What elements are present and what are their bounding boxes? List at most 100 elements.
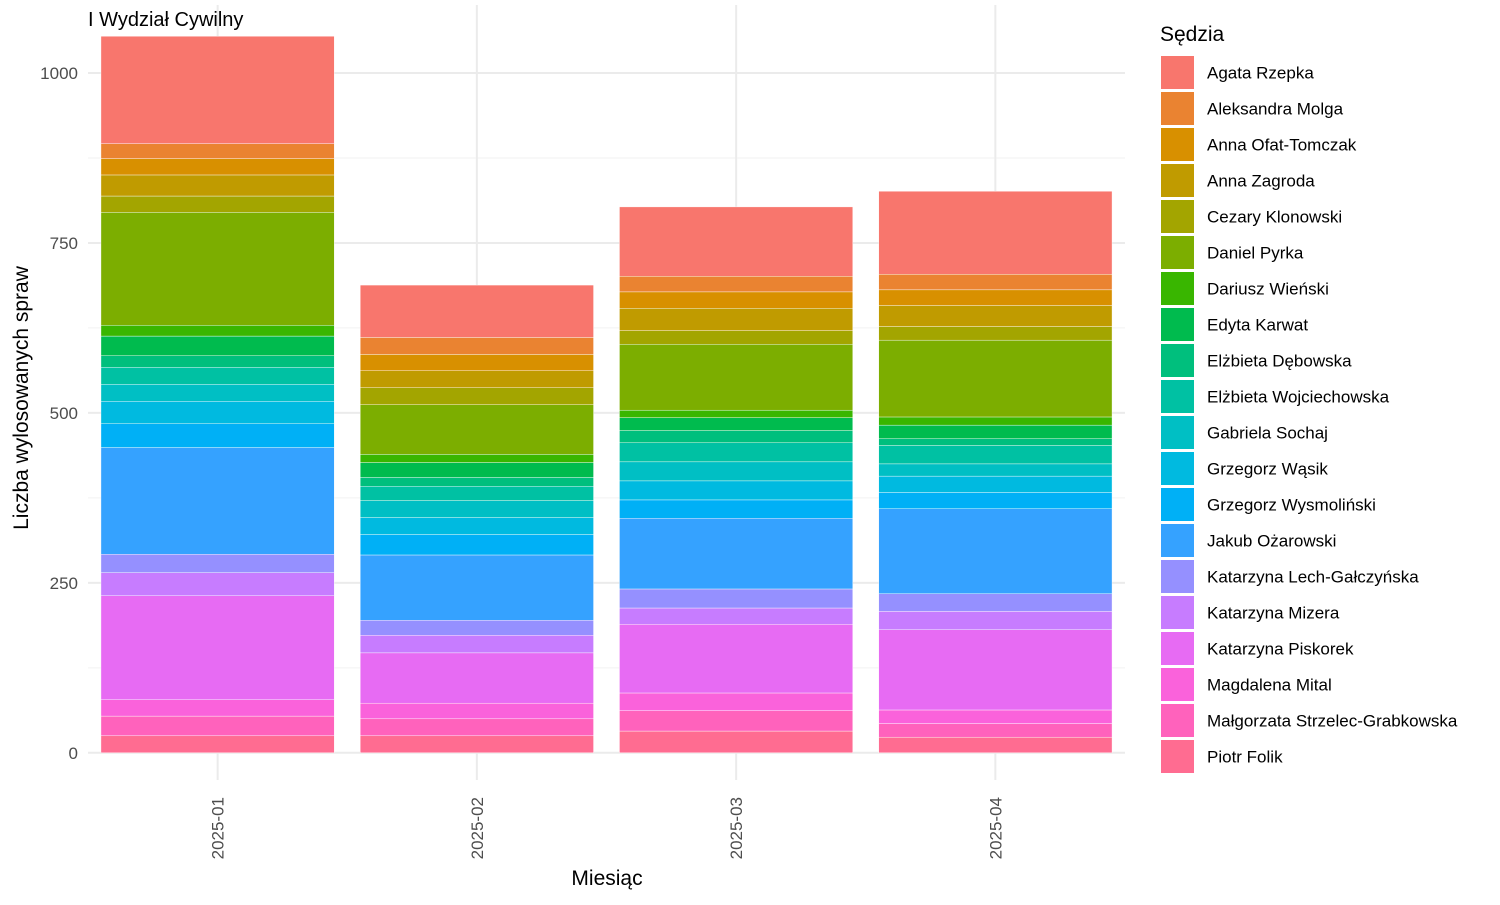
bar-segment xyxy=(360,718,594,737)
bar-segment xyxy=(878,274,1113,291)
bar-segment xyxy=(360,486,594,501)
bar-segment xyxy=(100,174,335,197)
bar-segment xyxy=(619,461,853,482)
bar-segment xyxy=(878,593,1113,612)
y-axis-ticks: 0 250 500 750 1000 xyxy=(40,64,78,763)
bar-segment xyxy=(100,355,335,368)
bar-segment xyxy=(100,735,335,754)
legend-key xyxy=(1161,632,1194,665)
legend-label: Piotr Folik xyxy=(1207,748,1283,767)
legend-key xyxy=(1161,164,1194,197)
bar-segment xyxy=(619,730,853,754)
legend-key xyxy=(1161,128,1194,161)
legend-key xyxy=(1161,380,1194,413)
legend-key xyxy=(1161,704,1194,737)
bar-segment xyxy=(360,554,594,621)
bar-segment xyxy=(619,607,853,625)
legend-label: Aleksandra Molga xyxy=(1207,100,1344,119)
bar-segment xyxy=(360,652,594,704)
legend-label: Grzegorz Wąsik xyxy=(1207,460,1328,479)
legend-label: Elżbieta Dębowska xyxy=(1207,352,1352,371)
bar-segment xyxy=(619,206,853,277)
bar-segment xyxy=(619,330,853,345)
legend-key xyxy=(1161,524,1194,557)
x-tick-label: 2025-01 xyxy=(209,797,228,859)
bar-segment xyxy=(360,354,594,371)
bars xyxy=(100,36,1113,754)
legend-key xyxy=(1161,488,1194,521)
bar-segment xyxy=(100,595,335,700)
legend-label: Magdalena Mital xyxy=(1207,676,1332,695)
legend-key xyxy=(1161,596,1194,629)
bar-segment xyxy=(619,480,853,501)
y-tick-label: 250 xyxy=(50,574,78,593)
chart-title: I Wydział Cywilny xyxy=(88,9,243,31)
bar-segment xyxy=(619,417,853,431)
bar-segment xyxy=(100,554,335,573)
bar-segment xyxy=(878,736,1113,754)
bar-segment xyxy=(878,438,1113,446)
bar-segment xyxy=(360,337,594,355)
y-tick-label: 500 xyxy=(50,404,78,423)
legend-label: Małgorzata Strzelec-Grabkowska xyxy=(1207,712,1458,731)
bar-segment xyxy=(360,620,594,636)
legend-key xyxy=(1161,308,1194,341)
x-tick-label: 2025-03 xyxy=(727,797,746,859)
legend-label: Gabriela Sochaj xyxy=(1207,424,1328,443)
bar-segment xyxy=(100,367,335,385)
legend-label: Katarzyna Lech-Gałczyńska xyxy=(1207,568,1419,587)
x-axis-label: Miesiąc xyxy=(571,867,642,890)
bar-segment xyxy=(100,715,335,737)
legend-label: Daniel Pyrka xyxy=(1207,244,1304,263)
bar-segment xyxy=(360,404,594,455)
bar-segment xyxy=(100,195,335,213)
bar-segment xyxy=(360,500,594,518)
legend-key xyxy=(1161,560,1194,593)
bar-segment xyxy=(360,284,594,338)
legend-key xyxy=(1161,236,1194,269)
bar-segment xyxy=(878,463,1113,477)
bar-segment xyxy=(619,692,853,711)
y-axis-label: Liczba wylosowanych spraw xyxy=(10,265,33,530)
bar-segment xyxy=(878,289,1113,306)
legend-key xyxy=(1161,452,1194,485)
legend-key xyxy=(1161,416,1194,449)
bar-segment xyxy=(878,445,1113,465)
bar-segment xyxy=(878,629,1113,711)
bar-segment xyxy=(878,424,1113,439)
bar-segment xyxy=(100,36,335,144)
legend-label: Dariusz Wieński xyxy=(1207,280,1329,299)
legend-key xyxy=(1161,272,1194,305)
bar-segment xyxy=(100,212,335,326)
bar-segment xyxy=(100,447,335,555)
bar-segment xyxy=(619,710,853,732)
legend-key xyxy=(1161,56,1194,89)
legend-label: Edyta Karwat xyxy=(1207,316,1308,335)
bar-segment xyxy=(100,401,335,424)
bar-segment xyxy=(360,634,594,654)
legend-label: Katarzyna Mizera xyxy=(1207,604,1340,623)
bar-segment xyxy=(878,416,1113,426)
bar-segment xyxy=(878,508,1113,594)
bar-segment xyxy=(360,534,594,556)
x-tick-label: 2025-02 xyxy=(468,797,487,859)
legend-key xyxy=(1161,668,1194,701)
legend-title: Sędzia xyxy=(1160,23,1225,46)
bar-segment xyxy=(100,158,335,176)
bar-segment xyxy=(878,339,1113,418)
legend-label: Agata Rzepka xyxy=(1207,64,1314,83)
bar-segment xyxy=(619,430,853,444)
legend-label: Grzegorz Wysmoliński xyxy=(1207,496,1376,515)
bar-segment xyxy=(878,191,1113,275)
bar-segment xyxy=(360,387,594,405)
x-axis-ticks: 2025-01 2025-02 2025-03 2025-04 xyxy=(209,797,1006,859)
bar-segment xyxy=(878,492,1113,509)
bar-segment xyxy=(878,475,1113,493)
bar-segment xyxy=(100,335,335,356)
legend-label: Cezary Klonowski xyxy=(1207,208,1342,227)
bar-segment xyxy=(878,326,1113,341)
legend-label: Katarzyna Piskorek xyxy=(1207,640,1354,659)
bar-segment xyxy=(878,709,1113,724)
legend-key xyxy=(1161,92,1194,125)
